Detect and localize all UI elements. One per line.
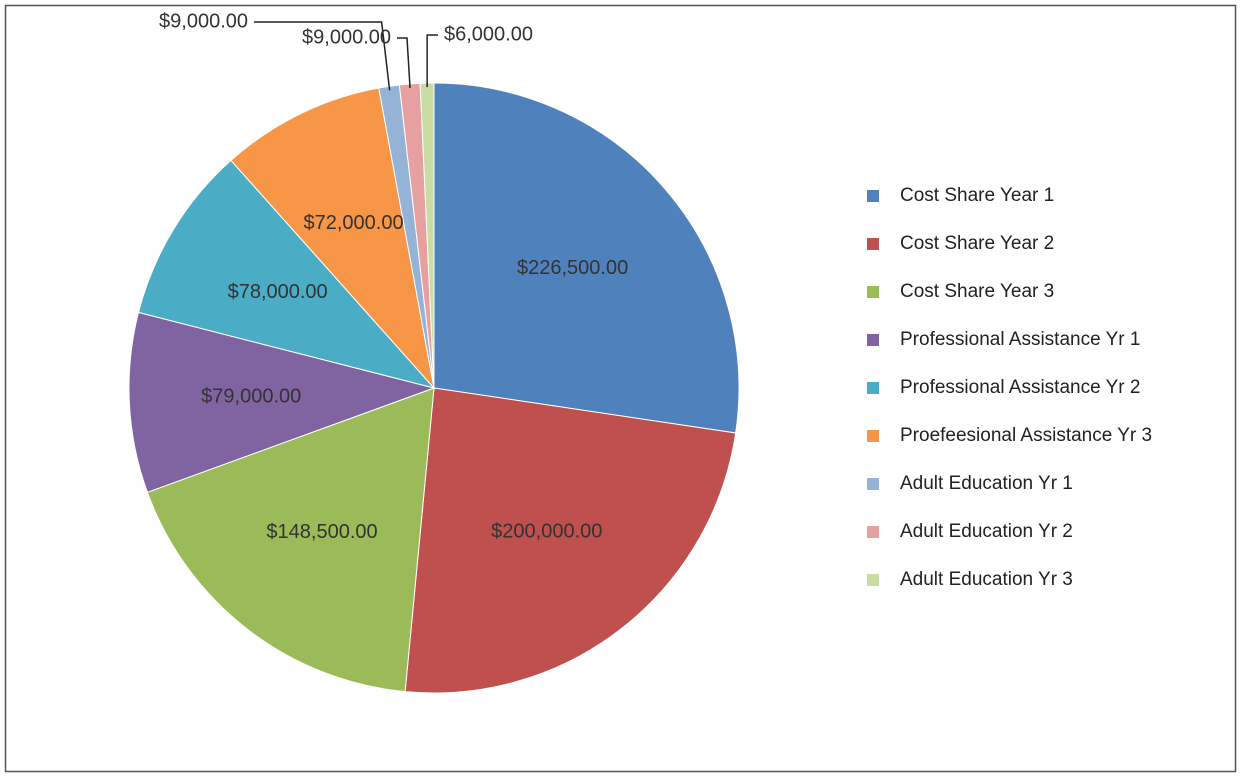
legend-swatch [867,334,879,346]
legend-label: Proefeesional Assistance Yr 3 [900,425,1152,446]
pie-slice [128,311,436,493]
legend-label: Professional Assistance Yr 1 [900,329,1140,350]
data-label: $9,000.00 [302,26,391,48]
legend: Cost Share Year 1 Cost Share Year 2 Cost S… [867,185,1152,590]
legend-swatch [867,382,879,394]
pie-slice [146,387,435,693]
legend-swatch [867,286,879,298]
legend-swatch [867,190,879,202]
pie-slice [433,82,740,434]
legend-label: Cost Share Year 1 [900,185,1054,206]
legend-label: Adult Education Yr 2 [900,521,1073,542]
legend-swatch [867,430,879,442]
leader-line [426,34,438,88]
data-label: $226,500.00 [517,257,628,279]
legend-swatch [867,478,879,490]
legend-swatch [867,526,879,538]
leader-line [397,37,411,89]
data-label: $9,000.00 [159,10,248,32]
leader-line [254,21,391,91]
pie-slice [137,159,436,389]
data-label: $78,000.00 [228,281,328,303]
legend-swatch [867,238,879,250]
data-label: $79,000.00 [201,385,301,407]
data-label: $72,000.00 [303,212,403,234]
legend-label: Cost Share Year 2 [900,233,1054,254]
pie-slice [404,387,737,694]
legend-label: Adult Education Yr 3 [900,569,1073,590]
pie [128,82,740,694]
legend-label: Adult Education Yr 1 [900,473,1073,494]
data-labels: $226,500.00 $200,000.00 $148,500.00 $79,000… [159,10,628,543]
data-label: $148,500.00 [266,521,377,543]
data-label: $200,000.00 [491,520,602,542]
pie-slice [230,87,435,390]
legend-label: Cost Share Year 3 [900,281,1054,302]
legend-swatch [867,574,879,586]
legend-label: Professional Assistance Yr 2 [900,377,1140,398]
data-label: $6,000.00 [444,23,533,45]
